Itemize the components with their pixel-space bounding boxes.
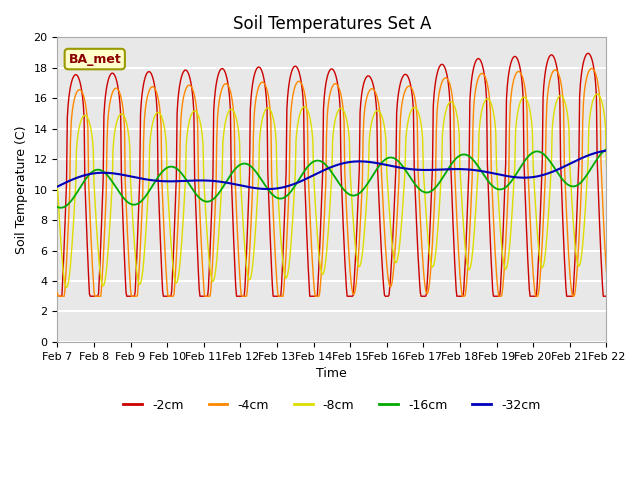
Title: Soil Temperatures Set A: Soil Temperatures Set A [233,15,431,33]
Legend: -2cm, -4cm, -8cm, -16cm, -32cm: -2cm, -4cm, -8cm, -16cm, -32cm [118,394,545,417]
Text: BA_met: BA_met [68,53,121,66]
X-axis label: Time: Time [317,367,348,380]
Y-axis label: Soil Temperature (C): Soil Temperature (C) [15,125,28,254]
